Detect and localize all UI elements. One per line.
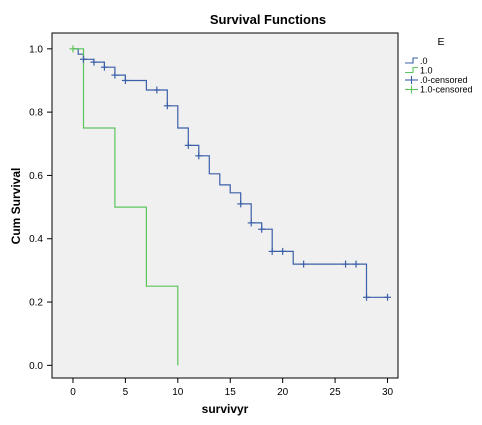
y-axis-label: Cum Survival (9, 168, 23, 245)
censor-mark (342, 260, 350, 268)
censor-mark (384, 293, 392, 301)
legend-item: .0 (405, 56, 428, 66)
censor-mark (69, 45, 77, 53)
censor-mark (79, 55, 87, 63)
x-tick-label: 5 (123, 387, 129, 398)
plot-area (51, 32, 399, 379)
censor-mark (258, 225, 266, 233)
series-line-1 (73, 48, 179, 366)
legend-item: .0-censored (405, 75, 468, 85)
censor-mark (195, 152, 203, 160)
censor-mark (237, 200, 245, 208)
x-tick-label: 15 (225, 387, 237, 398)
legend-label: .0 (420, 56, 428, 66)
legend-swatch (405, 66, 418, 74)
censor-marks-layer (69, 45, 392, 301)
legend-swatch (405, 57, 418, 64)
censor-mark (111, 71, 119, 79)
censor-mark (153, 86, 161, 94)
legend-title: E (437, 36, 444, 48)
legend-label: 1.0 (420, 66, 433, 76)
chart-title: Survival Functions (210, 12, 326, 27)
censor-mark (100, 63, 108, 71)
censor-mark (184, 141, 192, 149)
legend-label: 1.0-censored (420, 85, 473, 95)
censor-mark (300, 260, 308, 268)
censor-mark (268, 247, 276, 255)
legend-item: 1.0-censored (405, 85, 473, 95)
x-tick-label: 25 (330, 387, 342, 398)
x-axis: 0 5 10 15 20 25 30 (70, 378, 394, 398)
censor-mark (279, 247, 287, 255)
censor-mark (352, 260, 360, 268)
censor-mark (163, 102, 171, 110)
x-tick-label: 30 (382, 387, 394, 398)
y-axis: 0.0 0.2 0.4 0.6 0.8 1.0 (29, 44, 52, 372)
y-tick-label: 0.2 (29, 298, 43, 309)
x-tick-label: 20 (277, 387, 289, 398)
censor-mark (247, 219, 255, 227)
censor-mark (121, 76, 129, 84)
censor-mark (363, 293, 371, 301)
y-tick-label: 0.8 (29, 108, 43, 119)
y-tick-label: 0.0 (29, 361, 43, 372)
censor-mark (90, 58, 98, 66)
x-tick-label: 0 (70, 387, 76, 398)
y-tick-label: 1.0 (29, 44, 43, 55)
legend-label: .0-censored (420, 75, 468, 85)
y-tick-label: 0.6 (29, 171, 43, 182)
legend-item: 1.0 (405, 66, 433, 76)
x-axis-label: survivyr (202, 402, 249, 416)
x-tick-label: 10 (172, 387, 184, 398)
y-tick-label: 0.4 (29, 234, 43, 245)
